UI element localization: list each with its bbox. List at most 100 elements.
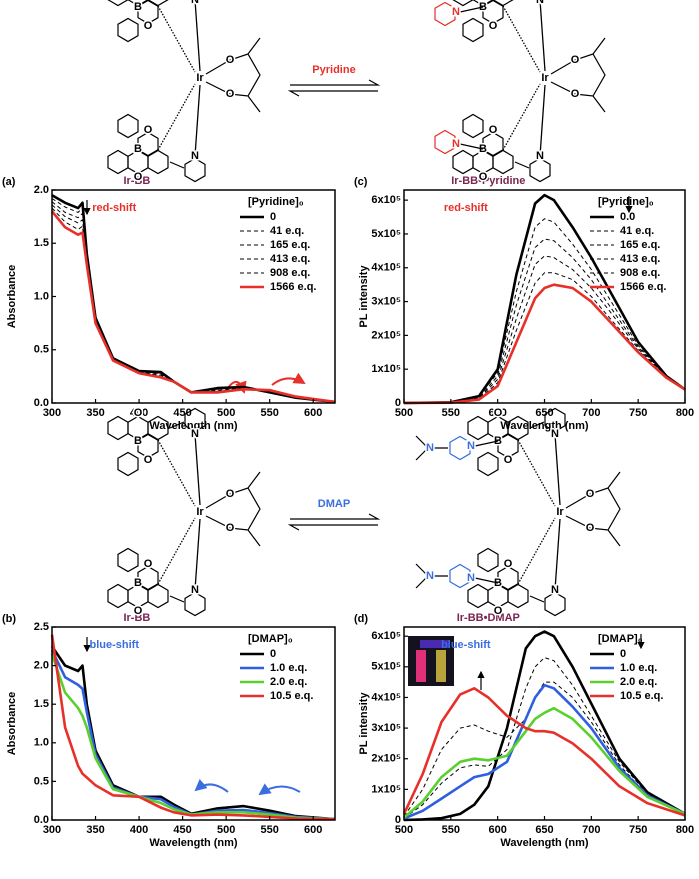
atom-label: N	[191, 428, 199, 440]
legend-label: 41 e.q.	[620, 225, 654, 237]
ring	[462, 17, 484, 43]
x-tick-label: 800	[676, 824, 694, 836]
legend-label: 2.0 e.q.	[270, 676, 307, 688]
legend-title: [Pyridine]₀	[248, 196, 304, 208]
bond	[194, 518, 201, 591]
atom-label: N	[452, 6, 460, 18]
chart-title: Ir-BB	[123, 175, 150, 187]
bond	[157, 517, 196, 585]
atom-label: O	[134, 605, 143, 617]
y-tick-label: 2.5	[34, 621, 49, 633]
bond	[539, 0, 546, 72]
x-tick-label: 450	[173, 824, 191, 836]
series-line	[403, 193, 686, 405]
atom-label: O	[134, 407, 143, 419]
acac	[205, 471, 261, 547]
x-tick-label: 600	[488, 824, 506, 836]
x-tick-label: 500	[217, 824, 235, 836]
bond	[459, 6, 484, 13]
atom-label: O	[494, 407, 503, 419]
legend-label: 2.0 e.q.	[620, 676, 657, 688]
ring	[434, 129, 456, 155]
ring	[117, 547, 139, 573]
legend-label: 10.5 e.q.	[620, 690, 663, 702]
ring	[544, 407, 566, 433]
bond	[415, 435, 448, 461]
series-line	[403, 706, 686, 819]
legend-title: [DMAP]₀	[248, 633, 293, 645]
atom-label: O	[226, 522, 235, 534]
atom-label: B	[494, 435, 502, 447]
ring	[107, 415, 129, 441]
ring	[137, 131, 159, 157]
x-tick-label: 550	[261, 824, 279, 836]
x-tick-label: 550	[442, 407, 460, 419]
bond	[157, 439, 196, 507]
y-tick-label: 0.5	[34, 775, 49, 787]
chart-title: Ir-BB•DMAP	[457, 612, 520, 624]
bond	[474, 440, 499, 447]
x-tick-label: 750	[629, 824, 647, 836]
legend-label: 908 e.q.	[620, 267, 660, 279]
y-tick-label: 1.5	[34, 698, 49, 710]
acac	[550, 37, 606, 113]
ring	[127, 0, 149, 7]
ring	[467, 415, 489, 441]
atom-label: Ir	[556, 506, 564, 518]
ring	[507, 583, 529, 609]
atom-label: O	[144, 454, 153, 466]
atom-label: N	[536, 0, 544, 6]
atom-label: B	[479, 1, 487, 13]
series-line	[403, 283, 686, 405]
atom-label: O	[571, 54, 580, 66]
ring	[492, 149, 514, 175]
panel-label: (d)	[354, 613, 368, 625]
ring	[467, 583, 489, 609]
ring	[452, 149, 474, 175]
acac	[205, 37, 261, 113]
bond	[529, 595, 545, 603]
bond	[415, 563, 448, 589]
bond	[554, 518, 561, 591]
ring	[107, 149, 129, 175]
ring	[107, 583, 129, 609]
bond	[502, 5, 541, 73]
ring	[452, 0, 474, 7]
legend-title: [Pyridine]₀	[598, 196, 654, 208]
atom-label: O	[504, 454, 513, 466]
plot-frame	[51, 189, 336, 404]
ring	[434, 1, 456, 27]
ring	[477, 451, 499, 477]
x-tick-label: 550	[261, 407, 279, 419]
ring	[544, 591, 566, 617]
y-tick-label: 0.0	[34, 397, 49, 409]
bond	[169, 161, 185, 169]
bond	[194, 433, 201, 506]
reagent-label: DMAP	[318, 498, 350, 510]
legend-label: 413 e.q.	[270, 253, 310, 265]
y-tick-label: 0	[395, 814, 401, 826]
x-tick-label: 600	[304, 407, 322, 419]
chart-title: Ir-BB•Pyridine	[451, 175, 525, 187]
x-tick-label: 500	[395, 407, 413, 419]
y-tick-label: 5x10⁵	[371, 661, 401, 673]
acac	[565, 471, 621, 547]
chart-title: Ir-BB	[123, 612, 150, 624]
y-tick-label: 1.0	[34, 290, 49, 302]
ring	[482, 131, 504, 157]
legend-label: 165 e.q.	[270, 239, 310, 251]
y-tick-label: 6x10⁵	[371, 194, 401, 206]
legend-label: 0	[620, 648, 626, 660]
y-axis-label: PL intensity	[358, 692, 370, 755]
y-tick-label: 0.5	[34, 344, 49, 356]
series-line	[50, 649, 336, 821]
atom-label: B	[134, 143, 142, 155]
series-line	[50, 634, 336, 821]
x-axis-label: Wavelength (nm)	[149, 420, 238, 432]
x-tick-label: 750	[629, 407, 647, 419]
bond	[169, 595, 185, 603]
y-tick-label: 5x10⁵	[371, 228, 401, 240]
y-tick-label: 1x10⁵	[371, 363, 401, 375]
x-tick-label: 700	[582, 824, 600, 836]
